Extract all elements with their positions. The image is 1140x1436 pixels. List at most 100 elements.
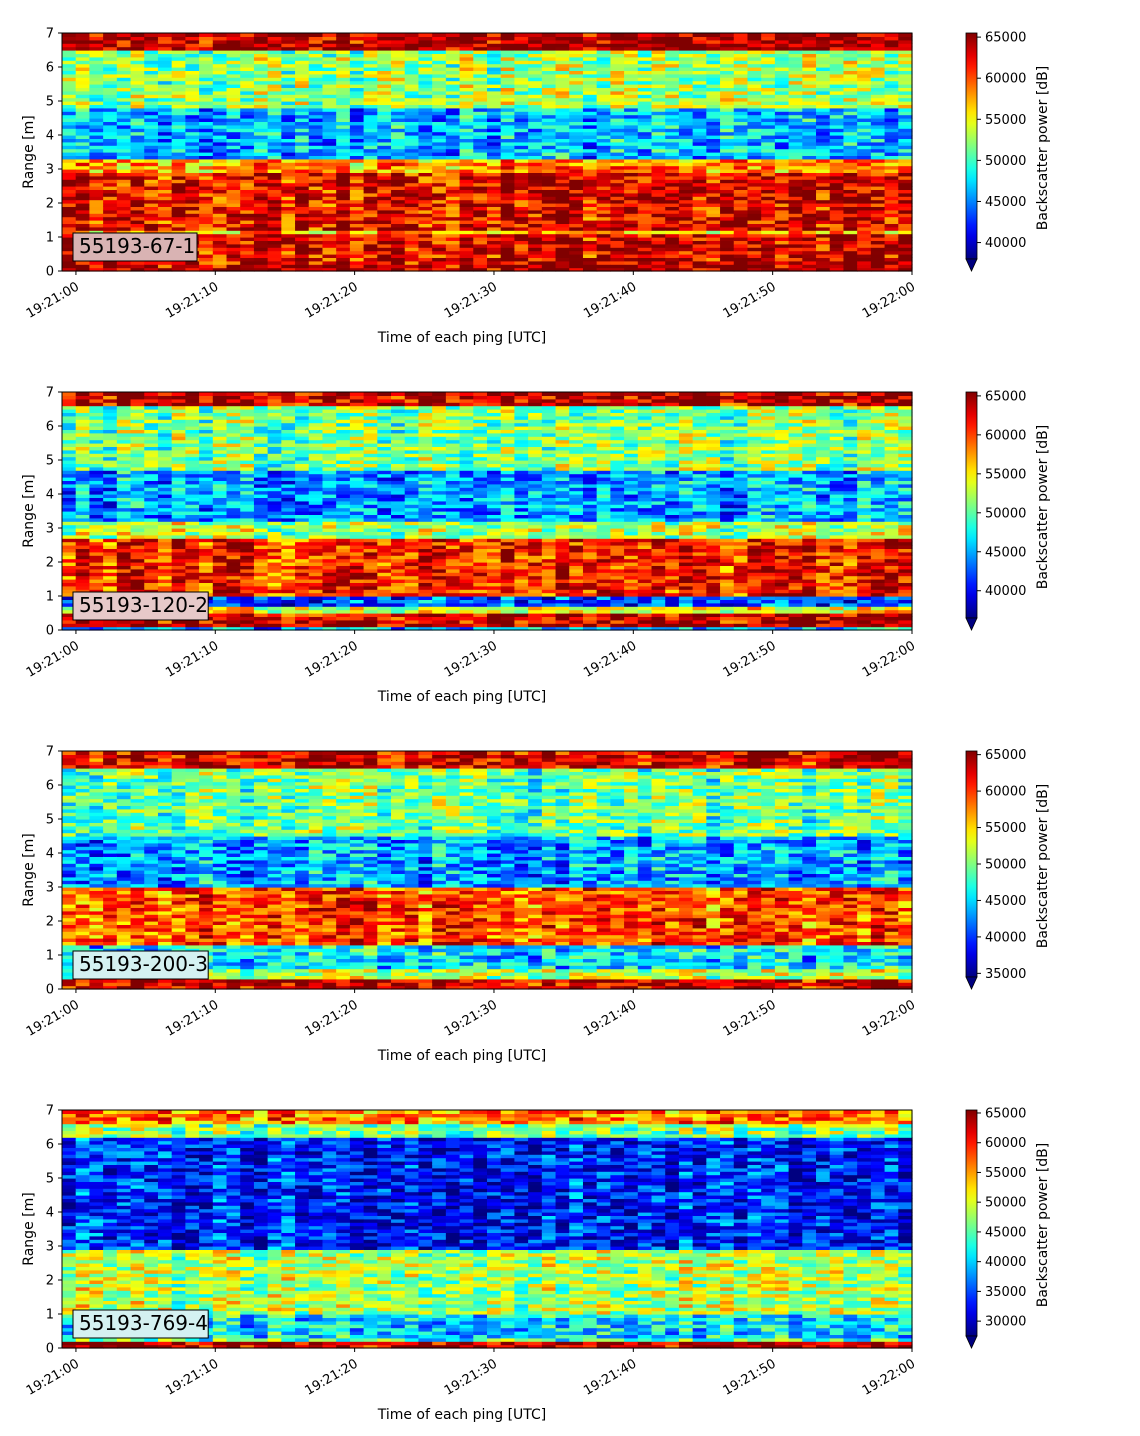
heatmap-cell (295, 227, 309, 231)
heatmap-cell (528, 193, 542, 197)
heatmap-cell (377, 251, 391, 255)
heatmap-cell (802, 210, 816, 214)
heatmap-cell (597, 149, 611, 153)
heatmap-cell (117, 419, 131, 423)
heatmap-cell (185, 183, 199, 187)
heatmap-cell (514, 217, 528, 221)
heatmap-cell (377, 33, 391, 37)
heatmap-cell (898, 142, 912, 146)
heatmap-cell (597, 227, 611, 231)
heatmap-cell (405, 149, 419, 153)
heatmap-cell (405, 217, 419, 221)
heatmap-cell (734, 193, 748, 197)
heatmap-cell (734, 149, 748, 153)
heatmap-cell (514, 176, 528, 180)
heatmap-cell (76, 436, 90, 440)
heatmap-cell (172, 149, 186, 153)
heatmap-cell (460, 149, 474, 153)
heatmap-cell (542, 234, 556, 238)
heatmap-cell (89, 419, 103, 423)
heatmap-cell (775, 149, 789, 153)
heatmap-cell (665, 200, 679, 204)
heatmap-cell (76, 402, 90, 406)
heatmap-cell (843, 217, 857, 221)
heatmap-cell (638, 251, 652, 255)
heatmap-cell (185, 227, 199, 231)
heatmap-cell (364, 183, 378, 187)
heatmap-cell (542, 142, 556, 146)
heatmap-cell (501, 251, 515, 255)
heatmap-cell (131, 132, 145, 136)
heatmap-cell (843, 176, 857, 180)
heatmap-cell (761, 217, 775, 221)
heatmap-cell (487, 149, 501, 153)
heatmap-cell (336, 251, 350, 255)
colorbar-tick-label: 40000 (985, 236, 1026, 251)
heatmap-cell (693, 166, 707, 170)
heatmap-cell (789, 227, 803, 231)
heatmap-cell (254, 176, 268, 180)
heatmap-cell (665, 210, 679, 214)
heatmap-cell (62, 132, 76, 136)
heatmap-cell (158, 264, 172, 268)
heatmap-cell (542, 183, 556, 187)
heatmap-cell (487, 159, 501, 163)
heatmap-cell (350, 176, 364, 180)
heatmap-cell (514, 251, 528, 255)
heatmap-cell (103, 33, 117, 37)
heatmap-cell (254, 200, 268, 204)
heatmap-cell (213, 166, 227, 170)
heatmap-cell (802, 193, 816, 197)
heatmap-cell (89, 193, 103, 197)
heatmap-cell (597, 264, 611, 268)
heatmap-cell (295, 176, 309, 180)
heatmap-cell (172, 210, 186, 214)
heatmap-cell (350, 200, 364, 204)
heatmap-cell (624, 251, 638, 255)
colorbar-gradient (966, 33, 977, 259)
heatmap-cell (446, 183, 460, 187)
heatmap-cell (62, 453, 76, 457)
heatmap-cell (268, 234, 282, 238)
heatmap-cell (213, 33, 227, 37)
heatmap-cell (240, 132, 254, 136)
heatmap-cell (62, 504, 76, 508)
heatmap-cell (706, 217, 720, 221)
heatmap-cell (802, 183, 816, 187)
heatmap-cell (624, 176, 638, 180)
heatmap-cell (158, 217, 172, 221)
heatmap-cell (405, 132, 419, 136)
heatmap-cell (706, 142, 720, 146)
heatmap-cell (556, 176, 570, 180)
heatmap-cell (281, 251, 295, 255)
heatmap-cell (254, 183, 268, 187)
heatmap-cell (240, 176, 254, 180)
colorbar-tick-label: 60000 (985, 72, 1026, 87)
heatmap-cell (857, 251, 871, 255)
heatmap-cell (556, 200, 570, 204)
heatmap-cell (885, 132, 899, 136)
heatmap-cell (391, 183, 405, 187)
heatmap-cell (213, 244, 227, 248)
heatmap-cell (857, 244, 871, 248)
heatmap-cell (158, 227, 172, 231)
heatmap-cell (473, 142, 487, 146)
heatmap-cell (240, 234, 254, 238)
heatmap-cell (446, 149, 460, 153)
heatmap-cell (268, 33, 282, 37)
heatmap-cell (789, 200, 803, 204)
heatmap-cell (350, 132, 364, 136)
heatmap-cell (487, 264, 501, 268)
heatmap-cell (213, 227, 227, 231)
heatmap-cell (802, 142, 816, 146)
heatmap-cell (734, 132, 748, 136)
heatmap-cell (734, 166, 748, 170)
heatmap-cell (610, 200, 624, 204)
heatmap-cell (775, 234, 789, 238)
heatmap-cell (652, 176, 666, 180)
heatmap-cell (62, 217, 76, 221)
heatmap-cell (117, 200, 131, 204)
heatmap-cell (131, 392, 145, 396)
heatmap-cell (624, 210, 638, 214)
